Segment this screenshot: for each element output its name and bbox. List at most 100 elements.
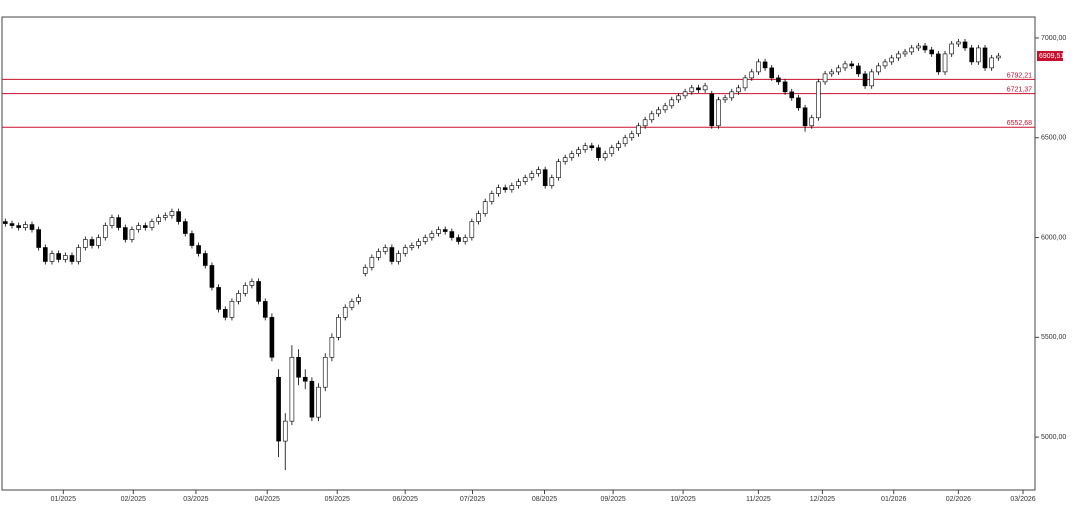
x-tick-label: 07/2025 <box>460 496 485 503</box>
candle-body <box>949 43 954 55</box>
candle-body <box>336 317 341 338</box>
last-price-label: 6909,51 <box>1039 53 1064 60</box>
candle-body <box>9 223 15 226</box>
candle-body <box>142 225 148 228</box>
candle-body <box>389 247 395 262</box>
candle-body <box>49 253 55 262</box>
candle-body <box>476 213 481 222</box>
candle-body <box>482 201 488 214</box>
candle-body <box>549 177 555 186</box>
candle-body <box>942 53 948 73</box>
candle-body <box>129 229 135 240</box>
candle-body <box>896 53 901 59</box>
candle-body <box>856 65 861 75</box>
x-tick-label: 01/2025 <box>51 496 76 503</box>
candle-body <box>876 65 881 73</box>
candle-body <box>542 169 548 186</box>
candle-body <box>229 301 235 318</box>
candle-body <box>602 153 608 159</box>
candle-body <box>83 239 88 248</box>
candle-body <box>676 95 681 101</box>
candle-body <box>909 47 915 53</box>
candle-body <box>209 265 215 288</box>
x-tick-label: 09/2025 <box>600 496 625 503</box>
x-tick-label: 12/2025 <box>810 496 835 503</box>
candle-body <box>356 297 361 302</box>
candle-body <box>656 109 661 115</box>
candle-body <box>202 253 208 266</box>
candle-body <box>629 133 635 139</box>
candle-body <box>702 85 708 91</box>
candle-body <box>29 224 35 230</box>
candle-body <box>269 317 275 358</box>
candle-body <box>63 255 68 260</box>
candle-body <box>849 63 855 67</box>
candle-body <box>916 45 921 49</box>
candle-body <box>342 307 348 318</box>
candle-body <box>309 380 315 418</box>
level-label: 6552,68 <box>1007 120 1032 127</box>
candle-body <box>882 61 888 67</box>
candle-body <box>282 420 288 442</box>
candle-body <box>869 71 875 87</box>
candle-body <box>36 229 41 248</box>
candle-body <box>556 161 561 178</box>
candle-body <box>103 225 108 238</box>
candle-body <box>796 97 801 109</box>
candle-body <box>369 257 375 268</box>
level-label: 6792,21 <box>1007 72 1032 79</box>
x-tick-label: 08/2025 <box>532 496 557 503</box>
candle-body <box>136 225 141 230</box>
candle-body <box>222 309 228 318</box>
candle-body <box>736 87 741 93</box>
candle-body <box>956 41 961 45</box>
candle-body <box>669 99 675 107</box>
x-tick-label: 10/2025 <box>670 496 695 503</box>
candle-body <box>329 337 335 358</box>
candle-body <box>69 255 75 262</box>
y-tick-label: 5000,00 <box>1041 434 1066 441</box>
y-tick-label: 5500,00 <box>1041 334 1066 341</box>
candle-body <box>529 173 535 178</box>
candle-body <box>256 281 261 302</box>
candle-body <box>276 376 281 442</box>
candle-body <box>409 245 415 248</box>
candle-body <box>562 157 568 162</box>
x-tick-label: 03/2026 <box>1010 496 1035 503</box>
candle-body <box>536 169 541 174</box>
candle-body <box>689 87 695 93</box>
candle-body <box>196 245 201 254</box>
candle-body <box>429 233 435 238</box>
candle-body <box>716 99 721 127</box>
candle-body <box>729 91 735 99</box>
candle-body <box>569 153 575 159</box>
candle-body <box>302 376 308 382</box>
candle-body <box>436 229 441 234</box>
candle-body <box>922 45 928 51</box>
candle-body <box>649 113 655 121</box>
candle-body <box>836 67 841 73</box>
candle-body <box>182 221 188 234</box>
candle-body <box>969 47 974 63</box>
candle-body <box>809 117 815 127</box>
candle-body <box>582 145 588 151</box>
candle-body <box>742 77 748 89</box>
candle-body <box>889 57 895 63</box>
x-tick-label: 05/2025 <box>325 496 350 503</box>
candle-body <box>322 356 328 388</box>
candle-body <box>382 247 388 252</box>
candle-body <box>362 267 368 274</box>
candle-body <box>976 47 981 63</box>
candle-body <box>709 93 715 127</box>
x-tick-label: 02/2026 <box>946 496 971 503</box>
candle-body <box>349 301 355 308</box>
candle-body <box>422 237 428 242</box>
y-tick-label: 6500,00 <box>1041 135 1066 142</box>
candle-body <box>662 105 668 111</box>
candle-body <box>156 217 161 222</box>
candle-body <box>109 217 115 226</box>
candle-body <box>376 251 381 258</box>
candle-body <box>756 61 761 73</box>
